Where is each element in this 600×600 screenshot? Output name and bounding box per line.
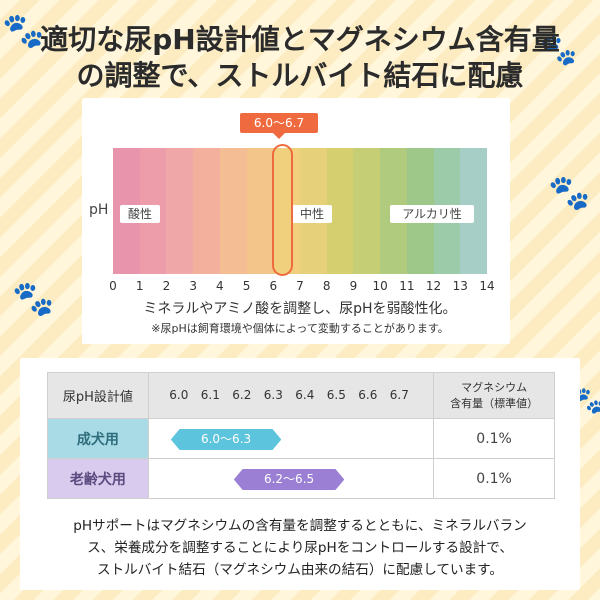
ph-disclaimer: ※尿pHは飼育環境や個体によって変動することがあります。 (151, 322, 449, 335)
ph-tick-label: 0 (109, 279, 117, 293)
ph-color-column (353, 148, 381, 274)
ph-range-bar-adult: 6.0〜6.3 (170, 429, 282, 450)
ph-tick-label: 5 (242, 279, 251, 293)
ph-tick-label: 14 (479, 279, 495, 293)
ph-tick-label: 8 (322, 279, 331, 293)
ph-scale-value: 6.4 (295, 388, 315, 402)
design-range-highlight (272, 144, 293, 276)
design-range-tag: 6.0〜6.7 (240, 113, 318, 139)
ph-tick-label: 9 (349, 279, 358, 293)
ph-tick-label: 3 (189, 279, 197, 293)
row-bar-cell: 6.0〜6.3 (147, 418, 435, 459)
ph-scale-value: 6.3 (263, 388, 283, 402)
page-headline: 適切な尿pH設計値とマグネシウム含有量 の調整で、ストルバイト結石に配慮 (0, 22, 600, 94)
header-magnesium: マグネシウム 含有量（標準値） (433, 372, 555, 419)
ph-color-column (246, 148, 274, 274)
design-table: 尿pH設計値 6.0 6.1 6.2 6.3 6.4 6.5 6.6 6.7 マグネシウム 含… (47, 372, 555, 499)
ph-axis-label: pH (89, 202, 109, 218)
header-magnesium-line-1: マグネシウム (461, 380, 528, 394)
ph-color-column (219, 148, 247, 274)
paw-print-icon: 🐾 (2, 11, 45, 51)
table-row: 成犬用 6.0〜6.3 0.1% (47, 418, 555, 459)
header-ph-scale: 6.0 6.1 6.2 6.3 6.4 6.5 6.6 6.7 (147, 372, 435, 419)
paw-print-icon: 🐾 (12, 279, 55, 319)
footer-description: pHサポートはマグネシウムの含有量を調整するとともに、ミネラルバラン ス、栄養成… (16, 515, 584, 581)
ph-tick-label: 6 (269, 279, 278, 293)
header-ph-design: 尿pH設計値 (47, 372, 149, 419)
row-bar-cell: 6.2〜6.5 (147, 458, 435, 499)
paw-print-icon: 🐾 (548, 173, 591, 213)
headline-line-1: 適切な尿pH設計値とマグネシウム含有量 (40, 23, 560, 56)
row-label-adult: 成犬用 (47, 418, 149, 459)
ph-scale-value: 6.6 (358, 388, 378, 402)
ph-range-bar-senior: 6.2〜6.5 (233, 469, 345, 490)
alkaline-zone-label: アルカリ性 (390, 205, 474, 223)
ph-tick-label: 11 (399, 279, 415, 293)
ph-tick-label: 12 (425, 279, 442, 293)
neutral-zone-label: 中性 (292, 205, 332, 223)
ph-tick-label: 10 (372, 279, 388, 293)
table-row: 老齢犬用 6.2〜6.5 0.1% (47, 458, 555, 499)
ph-tick-label: 1 (135, 279, 144, 293)
mg-value-adult: 0.1% (433, 418, 555, 459)
ph-scale-value: 6.1 (200, 388, 220, 402)
ph-scale-value: 6.7 (389, 388, 409, 402)
acid-zone-label: 酸性 (120, 205, 160, 223)
header-magnesium-line-2: 含有量（標準値） (450, 396, 539, 410)
ph-color-column (166, 148, 194, 274)
ph-scale-value: 6.5 (326, 388, 346, 402)
ph-tick-label: 7 (296, 279, 304, 293)
ph-scale-value: 6.2 (232, 388, 252, 402)
mg-value-senior: 0.1% (433, 458, 555, 499)
ph-color-column (193, 148, 220, 274)
ph-scale-value: 6.0 (169, 388, 189, 402)
footer-line-3: ストルバイト結石（マグネシウム由来の結石）に配慮しています。 (96, 562, 504, 578)
headline-line-2: の調整で、ストルバイト結石に配慮 (76, 59, 524, 92)
footer-line-1: pHサポートはマグネシウムの含有量を調整するとともに、ミネラルバラン (73, 518, 527, 534)
ph-tick-label: 4 (216, 279, 224, 293)
ph-tick-labels: 0 1 2 3 4 5 6 7 8 9 10 11 12 13 14 (108, 279, 494, 293)
table-header-row: 尿pH設計値 6.0 6.1 6.2 6.3 6.4 6.5 6.6 6.7 マグネシウム 含… (47, 372, 555, 419)
ph-tick-label: 2 (162, 279, 171, 293)
row-label-senior: 老齢犬用 (47, 458, 149, 499)
ph-note: ミネラルやアミノ酸を調整し、尿pHを弱酸性化。 (143, 301, 457, 317)
ph-tick-label: 13 (452, 279, 468, 293)
paw-print-icon: 🐾 (540, 33, 578, 68)
footer-line-2: ス、栄養成分を調整することにより尿pHをコントロールする設計で、 (87, 540, 513, 556)
